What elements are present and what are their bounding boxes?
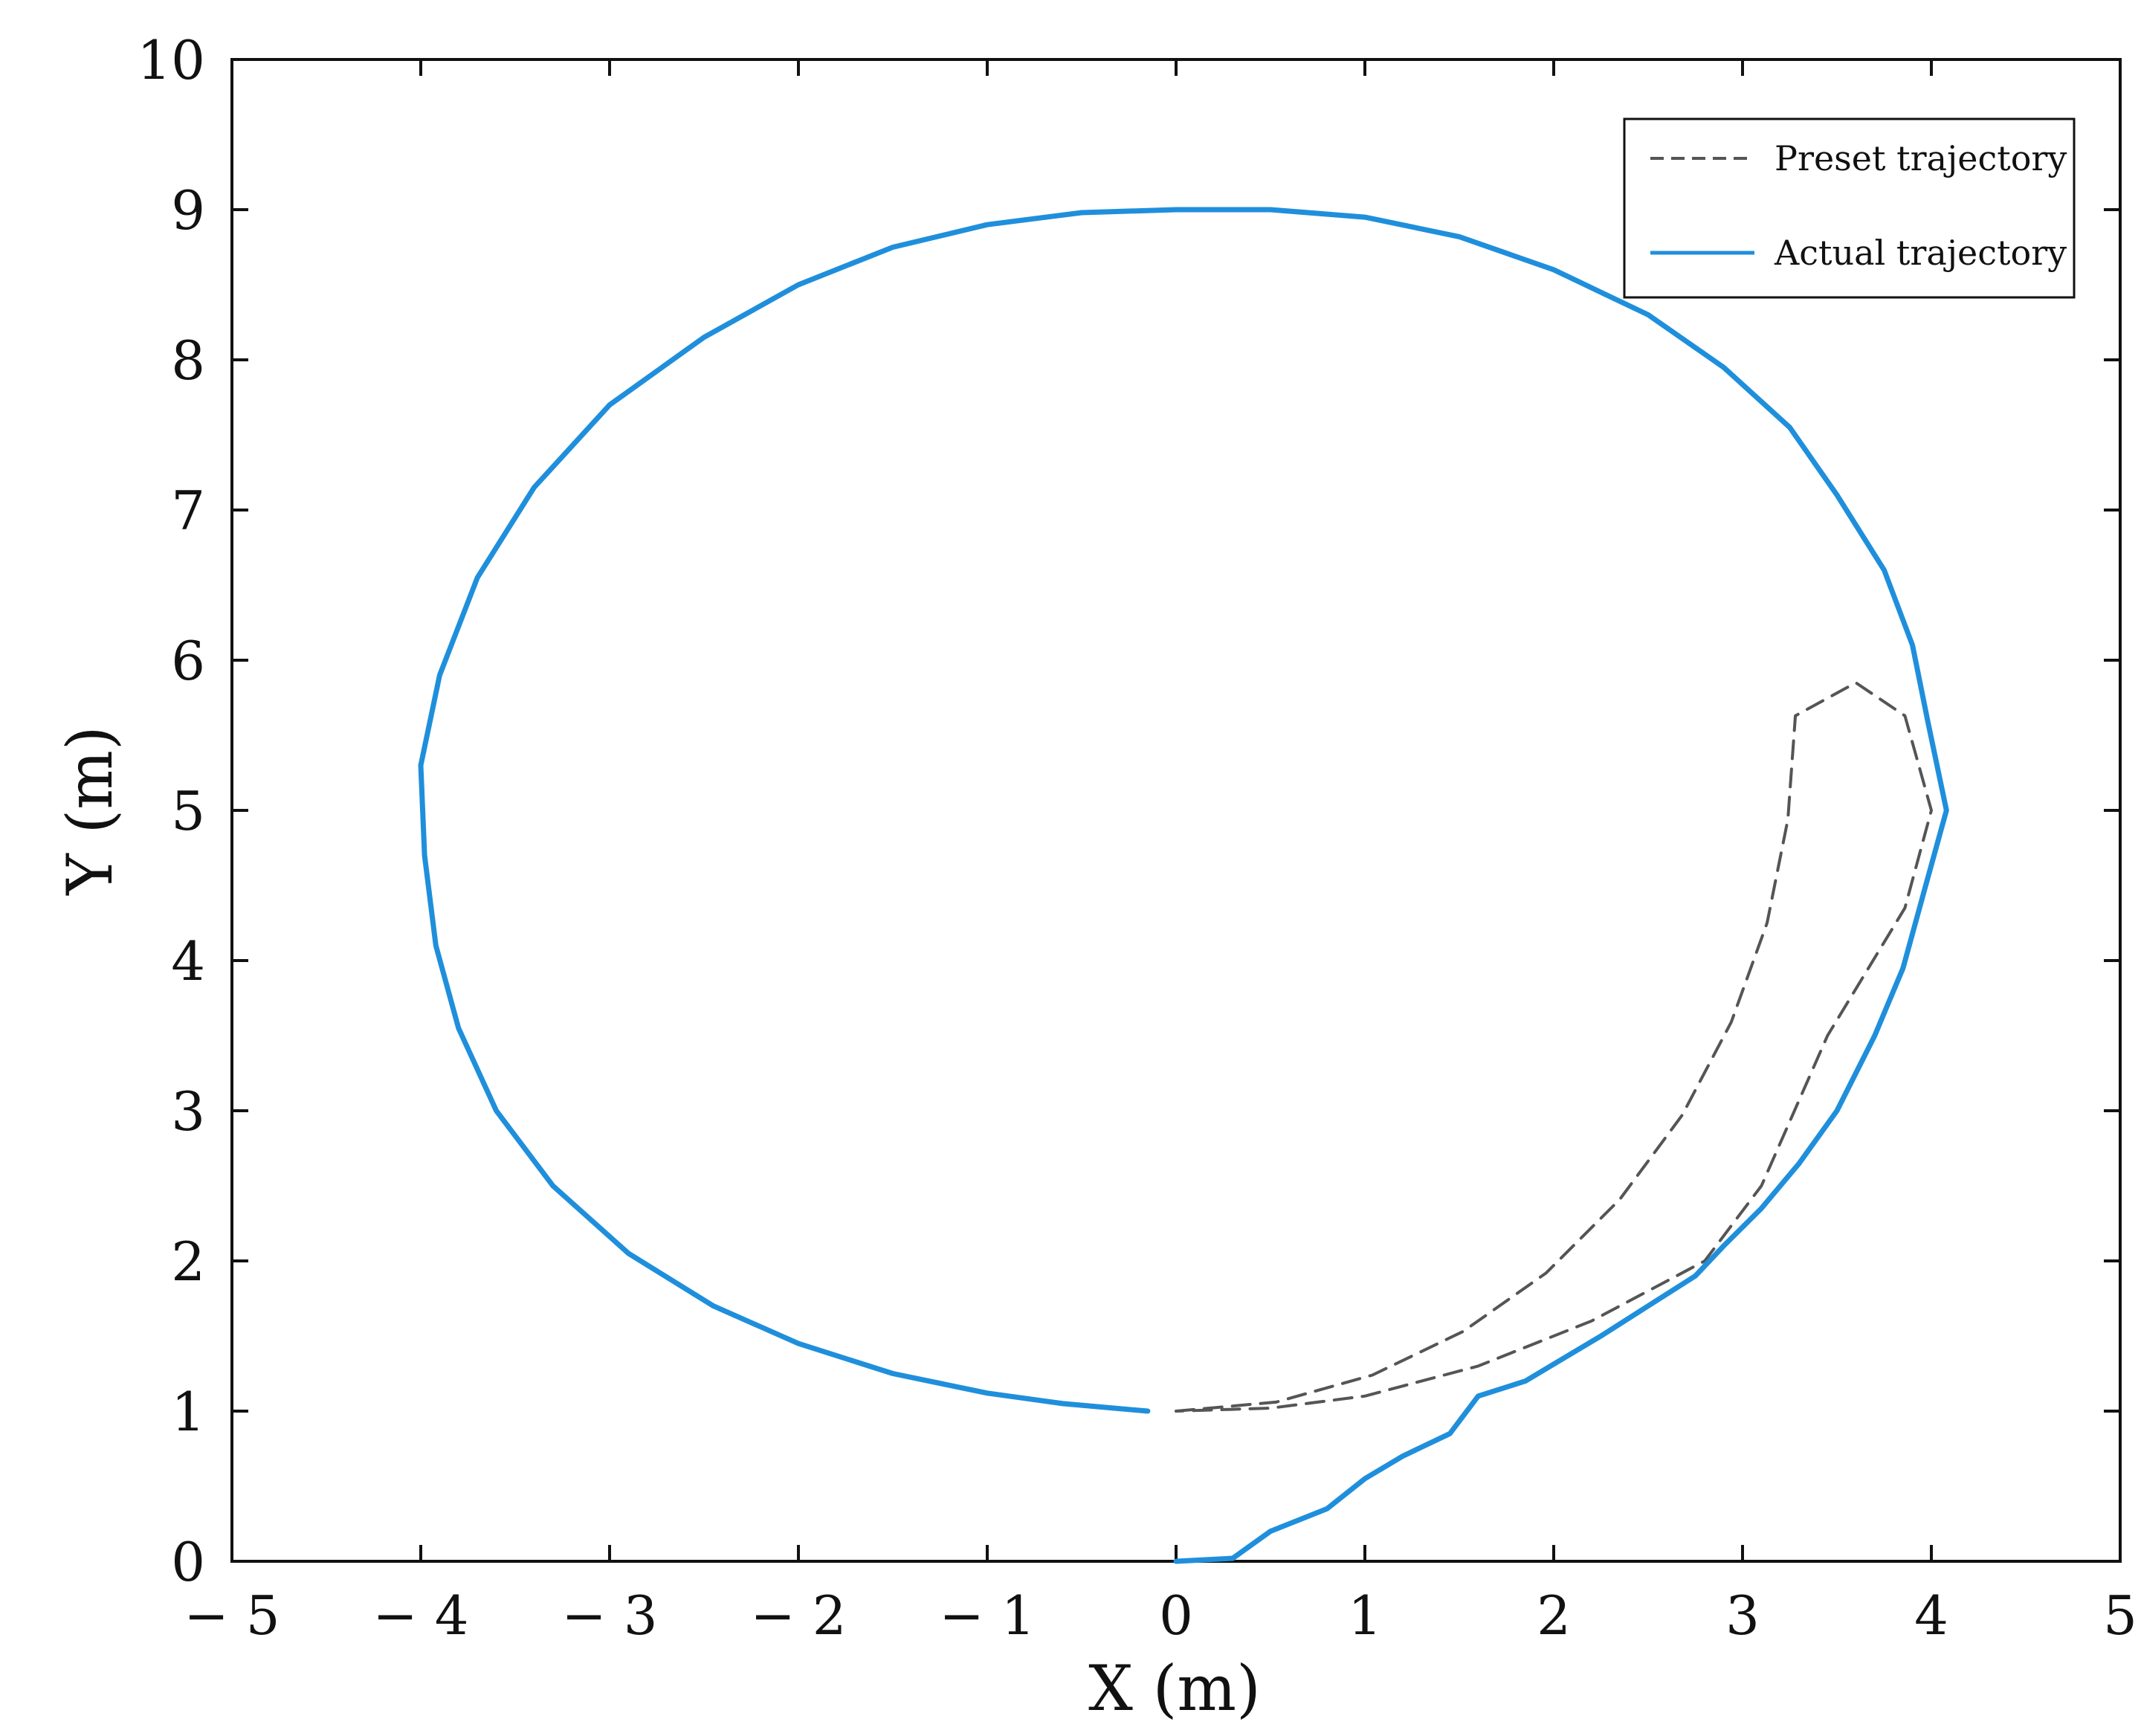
x-tick-label: 0: [1159, 1584, 1193, 1647]
y-tick-label: 5: [171, 780, 205, 842]
x-tick-label: 2: [1537, 1584, 1571, 1647]
axis-ticks: − 5 − 4 − 3 − 2 − 1 0 1 2 3 4 5 0 1 2 3 4 5 6 7 8 9 10: [137, 29, 2137, 1647]
y-tick-label: 8: [171, 329, 205, 392]
legend-label-actual: Actual trajectory: [1774, 233, 2067, 273]
x-tick-label: − 5: [184, 1584, 280, 1647]
y-tick-label: 3: [171, 1080, 205, 1143]
actual-trajectory-line: [418, 207, 1949, 1564]
y-tick-label: 0: [171, 1531, 205, 1593]
x-tick-label: 5: [2103, 1584, 2137, 1647]
series-layer: [418, 207, 1949, 1564]
y-tick-label: 1: [171, 1381, 205, 1443]
legend: Preset trajectory Actual trajectory: [1623, 117, 2076, 299]
x-tick-label: 1: [1348, 1584, 1382, 1647]
x-tick-label: 4: [1914, 1584, 1948, 1647]
x-tick-label: − 2: [750, 1584, 846, 1647]
y-tick-label: 9: [171, 179, 205, 242]
y-tick-label: 10: [137, 29, 205, 91]
y-tick-label: 6: [171, 630, 205, 692]
y-tick-label: 2: [171, 1230, 205, 1293]
y-tick-label: 7: [171, 480, 205, 542]
x-tick-label: − 3: [561, 1584, 657, 1647]
x-tick-label: − 4: [372, 1584, 468, 1647]
y-axis-title: Y (m): [54, 726, 126, 895]
x-tick-label: 3: [1725, 1584, 1760, 1647]
legend-label-preset: Preset trajectory: [1775, 138, 2067, 178]
preset-trajectory-line: [1175, 681, 1933, 1413]
legend-box: [1623, 117, 2076, 299]
x-tick-label: − 1: [939, 1584, 1035, 1647]
y-tick-label: 4: [171, 930, 205, 993]
x-axis-title: X (m): [1088, 1652, 1261, 1725]
